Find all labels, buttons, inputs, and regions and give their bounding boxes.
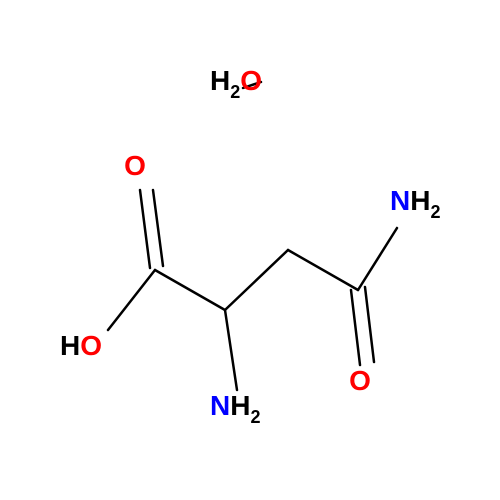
amide-sub2: 2 xyxy=(430,202,440,222)
hydrate-sub2: 2 xyxy=(230,82,240,102)
hydrate-O: O xyxy=(240,65,262,96)
hydrate-H: H xyxy=(210,65,230,96)
cooh-O2: O xyxy=(80,330,102,361)
bond-c2-NH2 xyxy=(225,310,237,390)
amide-H: H xyxy=(410,185,430,216)
bond-c3-c4 xyxy=(288,250,358,290)
bond-c4-O-dbl-b xyxy=(365,287,374,362)
bond-c4-NH2 xyxy=(358,228,397,290)
bond-layer xyxy=(108,82,397,390)
bond-c1-O-dbl-b xyxy=(153,190,163,266)
amide-nh2-label: NH2 xyxy=(390,185,440,222)
bond-c2-c3 xyxy=(225,250,288,310)
amide-oxygen-label: O xyxy=(349,365,371,396)
carboxyl-oxygen-label: O xyxy=(124,150,146,181)
amine-H: H xyxy=(230,390,250,421)
bond-c1-c2 xyxy=(155,270,225,310)
molecule-canvas: H2O O HO NH2 O NH2 xyxy=(0,0,500,500)
amine-N: N xyxy=(210,390,230,421)
bond-c1-O-dbl-a xyxy=(140,190,150,268)
hydrate-label: H2O xyxy=(210,65,262,102)
amide-N: N xyxy=(390,185,410,216)
carboxyl-hydroxyl-label: HO xyxy=(60,330,102,361)
amine-nh2-label: NH2 xyxy=(210,390,260,427)
bond-c1-OH xyxy=(108,270,155,330)
amine-sub2: 2 xyxy=(250,407,260,427)
cooh-H: H xyxy=(60,330,80,361)
bond-c4-O-dbl-a xyxy=(351,290,360,365)
